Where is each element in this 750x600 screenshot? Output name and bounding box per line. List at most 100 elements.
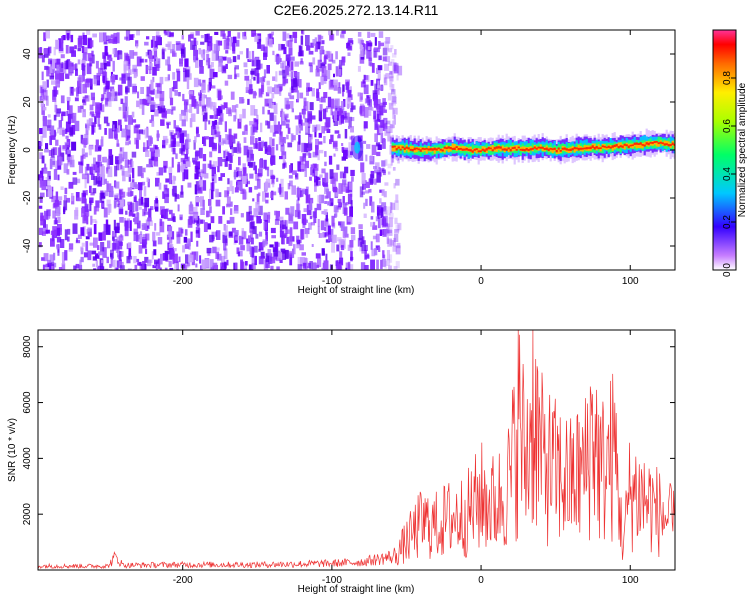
noise-cell bbox=[345, 82, 349, 90]
noise-cell bbox=[308, 222, 312, 230]
signal-cell bbox=[673, 143, 675, 150]
noise-cell bbox=[276, 56, 281, 64]
spectrogram-x-axis-label: Height of straight line (km) bbox=[298, 285, 415, 296]
noise-cell bbox=[360, 262, 366, 270]
signal-cell bbox=[463, 148, 466, 151]
noise-cell bbox=[46, 79, 49, 88]
noise-cell bbox=[258, 88, 262, 97]
noise-cell bbox=[64, 141, 69, 145]
noise-cell bbox=[164, 77, 170, 82]
noise-cell bbox=[136, 258, 140, 262]
noise-cell bbox=[262, 106, 265, 115]
noise-cell bbox=[168, 144, 171, 148]
noise-cell bbox=[174, 89, 178, 96]
noise-cell bbox=[171, 180, 176, 185]
noise-cell bbox=[88, 118, 93, 126]
noise-cell bbox=[74, 97, 79, 102]
noise-cell bbox=[317, 257, 322, 268]
noise-cell bbox=[209, 115, 214, 119]
noise-cell bbox=[107, 240, 111, 249]
noise-cell bbox=[384, 41, 390, 51]
signal-cell bbox=[533, 146, 536, 153]
noise-cell bbox=[267, 253, 273, 264]
noise-cell bbox=[74, 45, 77, 50]
noise-cell bbox=[315, 145, 319, 156]
noise-cell bbox=[143, 186, 147, 197]
noise-cell bbox=[329, 33, 334, 41]
noise-cell bbox=[236, 143, 241, 154]
noise-cell bbox=[192, 44, 197, 50]
signal-cell bbox=[655, 141, 658, 143]
noise-cell bbox=[55, 39, 59, 50]
noise-cell bbox=[101, 203, 105, 208]
noise-cell bbox=[375, 245, 380, 250]
noise-cell bbox=[308, 137, 313, 144]
noise-cell bbox=[321, 96, 326, 103]
noise-cell bbox=[144, 256, 149, 263]
noise-cell bbox=[56, 127, 60, 134]
signal-cell bbox=[465, 147, 468, 151]
noise-cell bbox=[171, 106, 176, 111]
noise-cell bbox=[333, 82, 338, 91]
noise-cell bbox=[308, 62, 313, 67]
noise-cell bbox=[359, 96, 363, 102]
noise-cell bbox=[319, 53, 322, 62]
noise-cell bbox=[52, 210, 56, 219]
noise-cell bbox=[213, 108, 218, 115]
noise-cell bbox=[370, 80, 374, 86]
noise-cell bbox=[201, 259, 207, 269]
noise-cell bbox=[274, 241, 279, 251]
noise-cell bbox=[260, 251, 265, 258]
noise-cell bbox=[372, 235, 377, 240]
noise-cell bbox=[265, 192, 269, 198]
noise-cell bbox=[253, 245, 258, 253]
noise-cell bbox=[194, 101, 199, 106]
noise-cell bbox=[161, 269, 166, 270]
signal-cell bbox=[391, 145, 394, 148]
noise-cell bbox=[83, 212, 87, 221]
noise-cell bbox=[134, 264, 138, 270]
noise-cell bbox=[391, 202, 396, 210]
noise-cell bbox=[293, 71, 298, 77]
noise-cell bbox=[169, 32, 174, 38]
noise-cell bbox=[124, 96, 128, 107]
noise-cell bbox=[321, 248, 325, 256]
noise-cell bbox=[78, 161, 83, 165]
noise-cell bbox=[72, 177, 78, 185]
noise-cell bbox=[210, 216, 215, 224]
noise-cell bbox=[55, 191, 59, 202]
noise-cell bbox=[43, 224, 48, 235]
noise-cell bbox=[93, 237, 98, 248]
noise-cell bbox=[283, 46, 287, 55]
noise-cell bbox=[82, 111, 86, 117]
noise-cell bbox=[218, 216, 223, 224]
noise-cell bbox=[253, 126, 258, 133]
snr-x-axis-label: Height of straight line (km) bbox=[298, 584, 415, 595]
noise-cell bbox=[365, 154, 368, 162]
noise-cell bbox=[278, 216, 284, 220]
signal-cell bbox=[643, 142, 646, 147]
noise-cell bbox=[390, 124, 395, 129]
noise-cell bbox=[205, 60, 209, 66]
noise-cell bbox=[66, 96, 71, 102]
noise-cell bbox=[87, 227, 92, 236]
noise-cell bbox=[52, 226, 57, 235]
noise-cell bbox=[125, 124, 128, 130]
noise-cell bbox=[47, 262, 52, 270]
noise-cell bbox=[366, 144, 371, 149]
noise-cell bbox=[173, 253, 178, 264]
noise-cell bbox=[186, 262, 191, 267]
noise-cell bbox=[340, 221, 345, 231]
noise-cell bbox=[208, 43, 213, 51]
signal-cell bbox=[507, 148, 510, 153]
noise-cell bbox=[274, 124, 279, 131]
noise-cell bbox=[44, 65, 49, 70]
noise-cell bbox=[96, 167, 100, 177]
noise-cell bbox=[89, 185, 92, 193]
noise-cell bbox=[199, 196, 204, 207]
noise-cell bbox=[196, 215, 200, 227]
signal-cell bbox=[623, 144, 626, 150]
noise-cell bbox=[228, 163, 232, 170]
signal-cell bbox=[531, 147, 534, 150]
